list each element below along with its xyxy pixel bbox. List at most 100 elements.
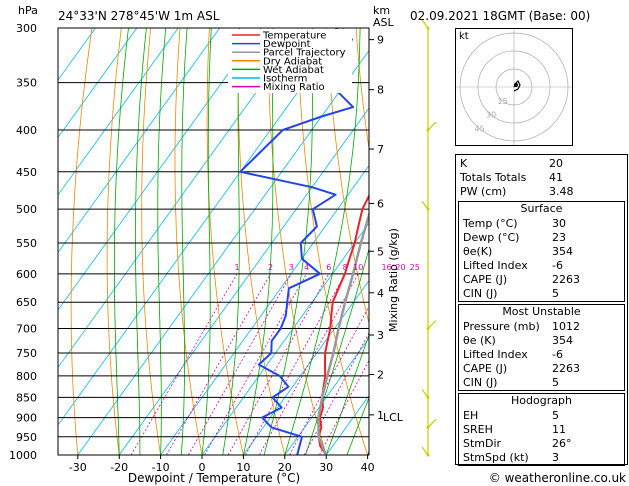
hodograph-value: 3 xyxy=(552,451,559,464)
legend-label: Temperature xyxy=(262,31,326,42)
dry-adiabat xyxy=(174,28,203,455)
most-unstable-row: Pressure (mb) 1012 xyxy=(459,320,624,334)
isotherm xyxy=(58,28,303,369)
plot-frame xyxy=(57,27,370,456)
legend-label: Isotherm xyxy=(263,74,307,85)
wind-barbs xyxy=(421,19,437,457)
most-unstable-value: 2263 xyxy=(552,362,580,375)
pressure-tick-label: 400 xyxy=(16,124,37,137)
most-unstable-value: 1012 xyxy=(552,320,580,333)
x-tick-label: 0 xyxy=(199,461,206,474)
most-unstable-value: 354 xyxy=(552,334,573,347)
hodograph-ring-label: 45 xyxy=(474,125,484,134)
mixing-ratio-line xyxy=(130,273,238,455)
surface-row: θe(K) 354 xyxy=(459,245,624,259)
mixing-ratio-label: 16 xyxy=(382,263,392,272)
hodograph-value: 11 xyxy=(552,423,566,436)
storm-motion-marker xyxy=(514,83,518,87)
indices-table: K 20 Totals Totals 41 PW (cm) 3.48 Surface Te… xyxy=(455,154,628,466)
wind-barb xyxy=(427,121,437,131)
pressure-tick-label: 500 xyxy=(16,203,37,216)
hodograph-ring-label: 30 xyxy=(486,111,496,120)
pressure-tick-label: 850 xyxy=(16,391,37,404)
index-row: PW (cm) 3.48 xyxy=(456,185,627,199)
surface-label: θe(K) xyxy=(463,245,493,258)
most-unstable-label: CAPE (J) xyxy=(463,362,508,375)
km-tick-label: 4 xyxy=(377,287,384,300)
mixing-ratio-labels: 1 2 3 4 6 8 10 16 20 25 xyxy=(234,263,419,272)
x-tick-label: -10 xyxy=(152,461,170,474)
wind-barb xyxy=(427,320,437,329)
surface-section: Surface Temp (°C) 30 Dewp (°C) 23 θe(K) 354 Li… xyxy=(458,201,625,302)
surface-label: Temp (°C) xyxy=(463,217,518,230)
most-unstable-row: CIN (J) 5 xyxy=(459,376,624,390)
km-tick-label: 2 xyxy=(377,369,384,382)
surface-label: CAPE (J) xyxy=(463,273,508,286)
mixing-ratio-axis-label: Mixing Ratio (g/kg) xyxy=(387,228,400,332)
hodograph-section: Hodograph EH 5 SREH 11 StmDir 26° StmSpd (kt) 3 xyxy=(458,393,625,466)
wind-barb-dot xyxy=(426,327,430,331)
km-tick-label: 6 xyxy=(377,197,384,210)
isotherm xyxy=(118,107,369,455)
surface-row: Dewp (°C) 23 xyxy=(459,231,624,245)
hpa-label: hPa xyxy=(18,4,38,17)
wind-barb-dot xyxy=(426,26,430,30)
index-label: PW (cm) xyxy=(460,185,507,198)
wet-adiabat xyxy=(157,28,167,455)
lcl-label: LCL xyxy=(383,411,404,424)
x-tick-label: 40 xyxy=(361,461,375,474)
km-label: km xyxy=(373,4,390,17)
surface-value: 23 xyxy=(552,231,566,244)
index-label: K xyxy=(460,157,468,170)
pressure-tick-label: 350 xyxy=(16,77,37,90)
mixing-ratio-label: 4 xyxy=(304,263,309,272)
legend-label: Dewpoint xyxy=(263,39,311,50)
hodograph-row: StmSpd (kt) 3 xyxy=(459,451,624,465)
pressure-tick-label: 700 xyxy=(16,323,37,336)
index-label: Totals Totals xyxy=(460,171,527,184)
km-tick-label: 1 xyxy=(377,409,384,422)
most-unstable-label: CIN (J) xyxy=(463,376,498,389)
mixing-ratio-label: 1 xyxy=(234,263,239,272)
dry-adiabat xyxy=(70,28,93,455)
pressure-tick-label: 550 xyxy=(16,237,37,250)
hodograph-row: SREH 11 xyxy=(459,423,624,437)
hodograph-unit: kt xyxy=(459,31,469,42)
most-unstable-value: -6 xyxy=(552,348,563,361)
copyright: © weatheronline.co.uk xyxy=(489,471,626,485)
wind-barb xyxy=(421,389,429,398)
x-tick-label: 20 xyxy=(278,461,292,474)
x-axis-ticks: -30 -20 -10 0 10 20 30 40 xyxy=(69,455,375,474)
dry-adiabat xyxy=(355,28,369,151)
most-unstable-row: θe (K) 354 xyxy=(459,334,624,348)
mixing-ratio-label: 6 xyxy=(326,263,331,272)
mixing-ratio-line xyxy=(188,273,292,455)
pressure-tick-label: 300 xyxy=(16,22,37,35)
km-axis-ticks: 9 8 7 6 5 4 3 2 1 LCL xyxy=(369,34,404,424)
mixing-ratio-label: 3 xyxy=(289,263,294,272)
x-tick-label: 10 xyxy=(236,461,250,474)
legend-label: Parcel Trajectory xyxy=(263,48,346,59)
hodograph-label: EH xyxy=(463,409,479,422)
surface-row: Temp (°C) 30 xyxy=(459,217,624,231)
mixing-ratio-label: 25 xyxy=(410,263,420,272)
km-tick-label: 7 xyxy=(377,143,384,156)
mixing-ratio-line xyxy=(204,273,307,455)
pressure-tick-label: 650 xyxy=(16,296,37,309)
mixing-ratio-label: 20 xyxy=(395,263,405,272)
surface-label: Dewp (°C) xyxy=(463,231,520,244)
surface-row: CAPE (J) 2263 xyxy=(459,273,624,287)
pressure-tick-label: 450 xyxy=(16,166,37,179)
surface-title: Surface xyxy=(520,202,563,215)
index-row: K 20 xyxy=(456,157,627,171)
surface-value: 2263 xyxy=(552,273,580,286)
most-unstable-section: Most Unstable Pressure (mb) 1012 θe (K) 354… xyxy=(458,304,625,391)
pressure-tick-label: 750 xyxy=(16,347,37,360)
most-unstable-row: CAPE (J) 2263 xyxy=(459,362,624,376)
index-value: 20 xyxy=(549,157,563,170)
km-tick-label: 3 xyxy=(377,329,384,342)
most-unstable-label: Pressure (mb) xyxy=(463,320,540,333)
hodograph-label: SREH xyxy=(463,423,493,436)
index-value: 3.48 xyxy=(549,185,574,198)
wind-barb-dot xyxy=(426,453,430,457)
